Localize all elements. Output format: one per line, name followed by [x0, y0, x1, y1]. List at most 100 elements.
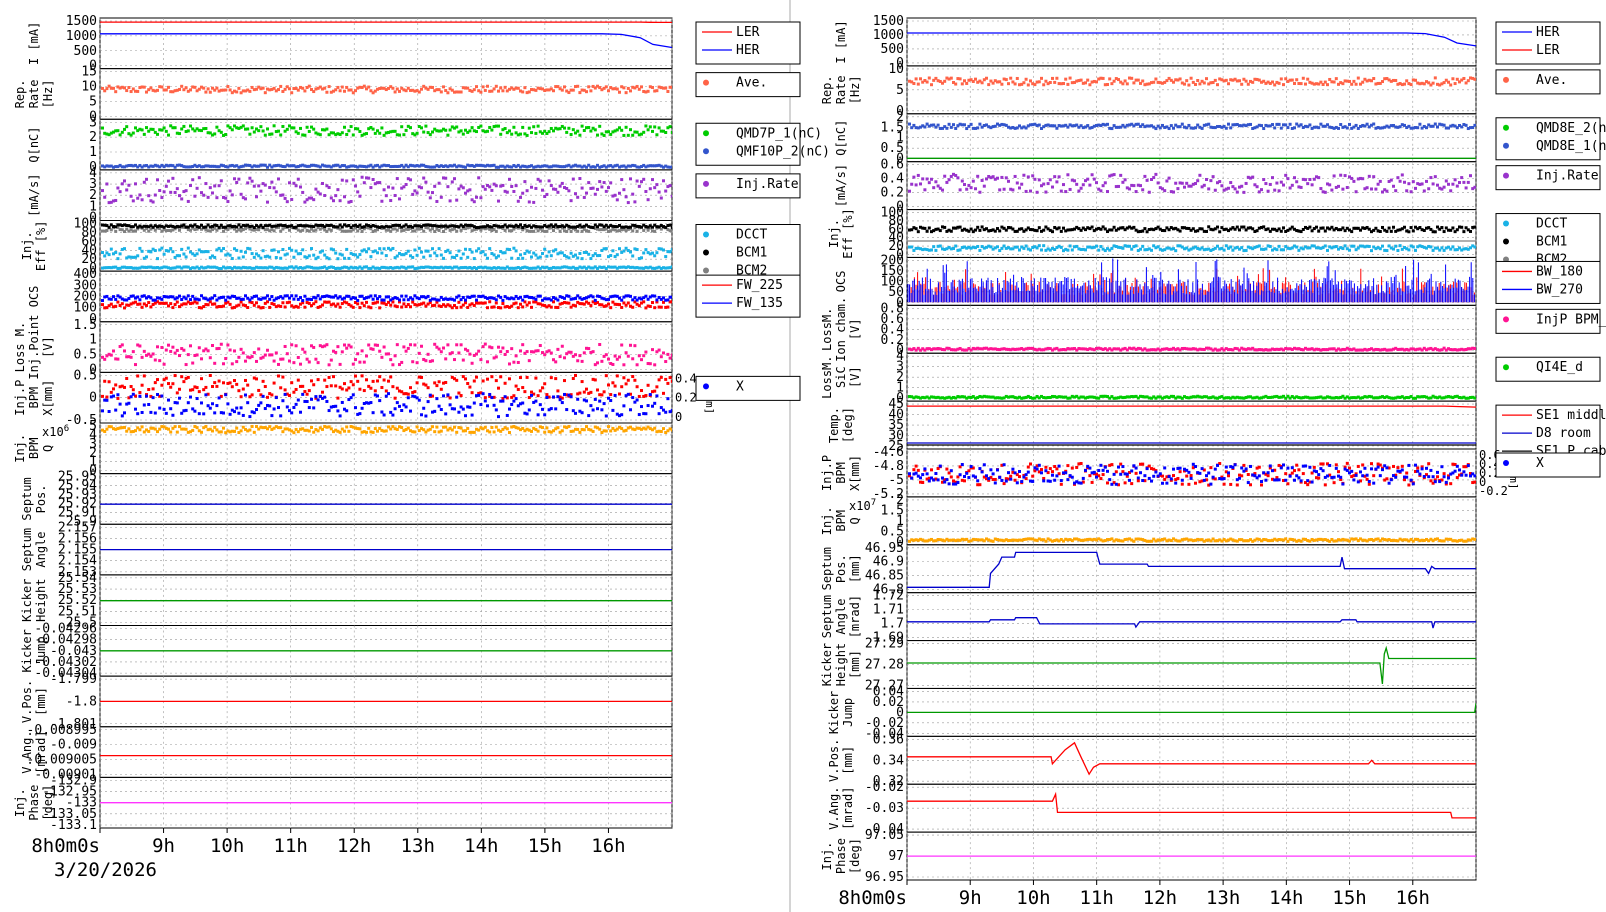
series-point: [554, 164, 558, 168]
series-point: [226, 381, 230, 385]
series-point: [114, 225, 118, 229]
series-point: [114, 304, 118, 308]
series-point: [503, 228, 507, 232]
series-point: [591, 266, 595, 270]
series-point: [153, 193, 157, 197]
series-point: [120, 165, 124, 169]
y-axis-label: Septum: [20, 528, 34, 571]
series-point: [224, 133, 228, 137]
series-point: [173, 126, 177, 130]
series-point: [367, 226, 371, 230]
series-point: [1286, 126, 1290, 130]
series-point: [585, 300, 588, 304]
series-point: [1297, 185, 1301, 189]
series-point: [486, 306, 489, 310]
series-point: [202, 86, 206, 90]
series-point: [1398, 81, 1402, 85]
y-axis-label: [deg]: [41, 785, 55, 821]
series-point: [1231, 185, 1235, 189]
series-point: [325, 90, 329, 94]
y-tick-label: 20: [81, 252, 97, 267]
series-point: [402, 224, 406, 228]
series-point: [417, 266, 421, 270]
series-point: [582, 428, 586, 432]
series-point: [622, 164, 626, 168]
series-point: [497, 294, 500, 298]
x-tick-label: 16h: [591, 835, 625, 857]
series-point: [237, 177, 241, 181]
series-point: [362, 248, 366, 252]
y-tick-label: 1: [89, 455, 97, 470]
series-point: [1257, 78, 1261, 82]
series-point: [1365, 122, 1369, 126]
series-point: [305, 399, 309, 403]
series-point: [598, 265, 602, 269]
series-point: [976, 174, 980, 178]
series-point: [1266, 124, 1270, 128]
series-point: [1143, 83, 1147, 87]
series-point: [1372, 175, 1376, 179]
series-point: [219, 249, 223, 253]
series-point: [974, 126, 977, 130]
series-point: [420, 163, 423, 167]
x-tick-label: 15h: [528, 835, 562, 857]
series-point: [426, 226, 430, 230]
series-point: [125, 376, 129, 380]
series-point: [532, 88, 536, 92]
series-point: [105, 228, 109, 232]
series-point: [483, 342, 487, 346]
series-point: [301, 301, 305, 305]
series-point: [549, 430, 553, 434]
series-point: [1238, 124, 1241, 128]
series-point: [406, 86, 410, 90]
series-point: [107, 304, 111, 308]
series-point: [255, 252, 258, 256]
series-point: [167, 427, 170, 431]
series-point: [1246, 82, 1250, 86]
series-point: [105, 87, 109, 91]
series-point: [334, 163, 338, 167]
series-point: [1024, 189, 1028, 193]
series-point: [1420, 81, 1424, 85]
series-point: [657, 429, 661, 433]
series-point: [640, 389, 643, 393]
series-point: [406, 249, 410, 253]
series-point: [512, 266, 516, 270]
series-point: [470, 266, 474, 270]
series-point: [255, 294, 258, 298]
series-point: [378, 165, 382, 169]
series-point: [303, 350, 307, 354]
series-point: [611, 408, 615, 412]
series-point: [1044, 190, 1048, 194]
series-point: [644, 394, 648, 398]
series-point: [272, 164, 276, 168]
series-point: [325, 127, 329, 131]
series-point: [1194, 182, 1197, 186]
series-point: [270, 224, 274, 228]
series-point: [263, 224, 267, 228]
series-point: [521, 401, 525, 405]
series-point: [488, 247, 492, 251]
series-point: [648, 427, 652, 431]
series-point: [648, 224, 652, 228]
series-point: [505, 396, 509, 400]
series-point: [521, 225, 525, 229]
series-point: [371, 177, 375, 181]
series-point: [153, 266, 157, 270]
series-point: [620, 427, 624, 431]
x-tick-label: 9h: [152, 835, 175, 857]
series-point: [268, 305, 272, 309]
series-point: [629, 425, 632, 429]
series-point: [523, 295, 527, 299]
series-point: [384, 352, 388, 356]
series-point: [554, 407, 558, 411]
series-point: [472, 379, 476, 383]
series-point: [530, 229, 533, 233]
series-point: [239, 91, 243, 95]
series-point: [277, 177, 280, 181]
series-point: [369, 386, 373, 390]
series-point: [512, 227, 516, 231]
series-point: [510, 395, 514, 399]
series-point: [398, 298, 401, 302]
series-point: [235, 248, 239, 252]
